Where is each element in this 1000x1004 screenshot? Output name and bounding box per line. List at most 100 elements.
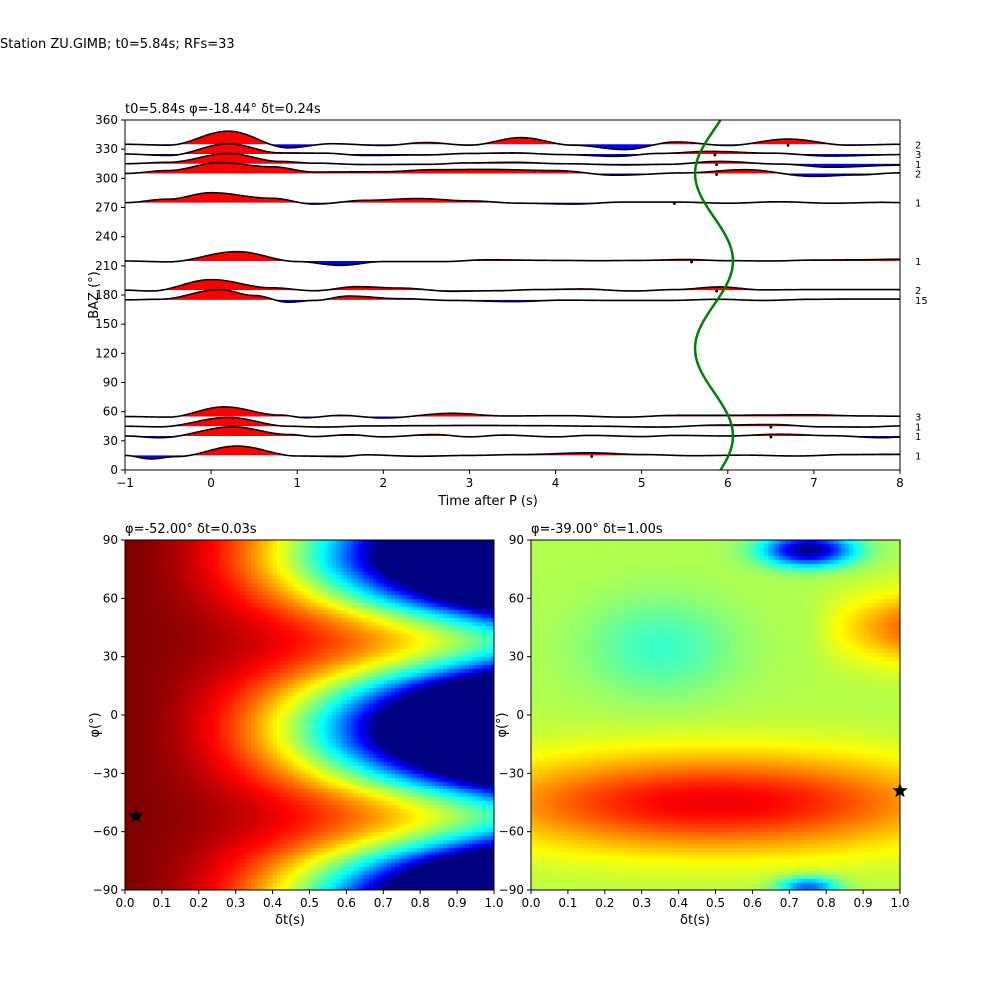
top-x-tick-label: 1 — [293, 476, 301, 490]
rf-trace — [125, 445, 900, 460]
heatmap-x-tick-label: 0.4 — [263, 896, 282, 910]
heatmap-y-tick-label: 90 — [103, 533, 118, 547]
rf-negative-fill — [125, 154, 900, 157]
rf-trace-line — [125, 288, 900, 303]
heatmap-y-tick-label: −30 — [93, 766, 118, 780]
left-heatmap-canvas — [125, 540, 494, 890]
rf-positive-fill — [125, 162, 900, 174]
heatmap-x-tick-label: 0.8 — [411, 896, 430, 910]
left-y-axis-label: φ(°) — [88, 712, 103, 737]
best-estimate-star — [128, 808, 144, 823]
top-x-tick-label: 7 — [810, 476, 818, 490]
top-x-tick-label: 2 — [380, 476, 388, 490]
rf-marker — [715, 173, 718, 176]
left-x-axis: 0.0 0.1 0.2 0.3 0.4 0.5 0.6 0.7 0.8 0.9 1.0 — [115, 890, 504, 910]
rf-traces — [125, 130, 900, 460]
top-x-tick-label: 8 — [896, 476, 904, 490]
heatmap-x-tick-label: 0.0 — [521, 896, 540, 910]
baz-count-label: 1 — [915, 422, 921, 433]
rf-trace-line — [125, 152, 900, 169]
left-plot-title: φ=-52.00° δt=0.03s — [125, 522, 257, 537]
rf-positive-fill — [189, 446, 900, 456]
rf-marker — [769, 435, 773, 439]
rf-marker — [769, 425, 773, 429]
top-y-tick-label: 90 — [103, 376, 118, 390]
heatmap-x-tick-label: 0.4 — [669, 896, 688, 910]
rf-marker — [672, 202, 676, 206]
top-y-tick-label: 0 — [110, 463, 118, 477]
top-y-tick-label: 120 — [95, 346, 118, 360]
baz-count-label: 1 — [915, 451, 921, 462]
right-x-axis-label: δt(s) — [680, 913, 710, 928]
left-best-estimate-star — [128, 808, 144, 823]
rf-trace — [125, 426, 900, 439]
left-y-axis: −90 −60 −30 0 30 60 90 — [93, 533, 125, 897]
heatmap-x-tick-label: 0.3 — [632, 896, 651, 910]
heatmap-y-tick-label: 30 — [103, 650, 118, 664]
predicted-delay-curve — [693, 120, 735, 470]
heatmap-x-tick-label: 0.7 — [780, 896, 799, 910]
heatmap-y-tick-label: −90 — [93, 883, 118, 897]
heatmap-y-tick-label: −30 — [499, 766, 524, 780]
heatmap-y-tick-label: −60 — [499, 825, 524, 839]
heatmap-x-tick-label: 0.8 — [817, 896, 836, 910]
baz-count-label: 3 — [915, 150, 921, 161]
left-x-axis-label: δt(s) — [275, 913, 305, 928]
top-y-tick-label: 330 — [95, 142, 118, 156]
baz-count-label: 15 — [915, 296, 928, 307]
top-y-tick-label: 60 — [103, 405, 118, 419]
rf-positive-fill — [181, 143, 794, 155]
rf-trace — [125, 416, 900, 428]
heatmap-y-tick-label: 60 — [509, 591, 524, 605]
baz-count-label: 2 — [915, 286, 921, 297]
heatmap-x-tick-label: 0.9 — [448, 896, 467, 910]
top-y-tick-label: 30 — [103, 434, 118, 448]
right-y-axis-label: φ(°) — [495, 712, 510, 737]
rf-marker — [715, 163, 718, 167]
rf-trace — [125, 250, 900, 267]
heatmap-x-tick-label: 0.7 — [374, 896, 393, 910]
heatmap-y-tick-label: 90 — [509, 533, 524, 547]
heatmap-x-tick-label: 0.2 — [595, 896, 614, 910]
top-x-tick-label: −1 — [116, 476, 134, 490]
baz-count-label: 2 — [915, 169, 921, 180]
rf-marker — [715, 289, 718, 293]
rf-trace-line — [125, 278, 900, 293]
heatmap-y-tick-label: 60 — [103, 591, 118, 605]
heatmap-x-tick-label: 0.1 — [152, 896, 171, 910]
rf-positive-fill — [125, 251, 900, 261]
top-plot-title: t0=5.84s φ=-18.44° δt=0.24s — [125, 102, 321, 117]
heatmap-x-tick-label: 0.6 — [743, 896, 762, 910]
heatmap-y-tick-label: −90 — [499, 883, 524, 897]
top-y-axis-label: BAZ (°) — [87, 271, 102, 319]
rf-positive-fill — [125, 289, 900, 300]
right-y-axis: −90 −60 −30 0 30 60 90 — [499, 533, 531, 897]
top-y-tick-label: 240 — [95, 230, 118, 244]
top-x-tick-label: 0 — [207, 476, 215, 490]
top-y-tick-label: 150 — [95, 317, 118, 331]
top-x-axis: −1 0 1 2 3 4 5 6 7 8 — [116, 470, 904, 490]
baz-count-label: 1 — [915, 160, 921, 171]
top-x-tick-label: 3 — [466, 476, 474, 490]
top-y-tick-label: 300 — [95, 171, 118, 185]
top-y-tick-label: 360 — [95, 113, 118, 127]
energy-grid-right-panel: 0.0 0.1 0.2 0.3 0.4 0.5 0.6 0.7 0.8 0.9 1.0 −90 −60… — [495, 522, 910, 928]
top-y-tick-label: 270 — [95, 201, 118, 215]
rf-trace — [125, 161, 900, 178]
heatmap-y-tick-label: 30 — [509, 650, 524, 664]
heatmap-y-tick-label: 0 — [110, 708, 118, 722]
top-x-axis-label: Time after P (s) — [437, 494, 538, 509]
baz-count-label: 2 — [915, 140, 921, 151]
right-heatmap-canvas — [531, 540, 900, 890]
rf-trace — [125, 191, 900, 205]
rf-trace-line — [125, 161, 900, 178]
rf-trace-line — [125, 130, 900, 151]
rf-trace-line — [125, 445, 900, 460]
top-x-tick-label: 5 — [638, 476, 646, 490]
heatmap-y-tick-label: 0 — [516, 708, 524, 722]
heatmap-x-tick-label: 1.0 — [484, 896, 503, 910]
rf-positive-fill — [125, 153, 900, 164]
